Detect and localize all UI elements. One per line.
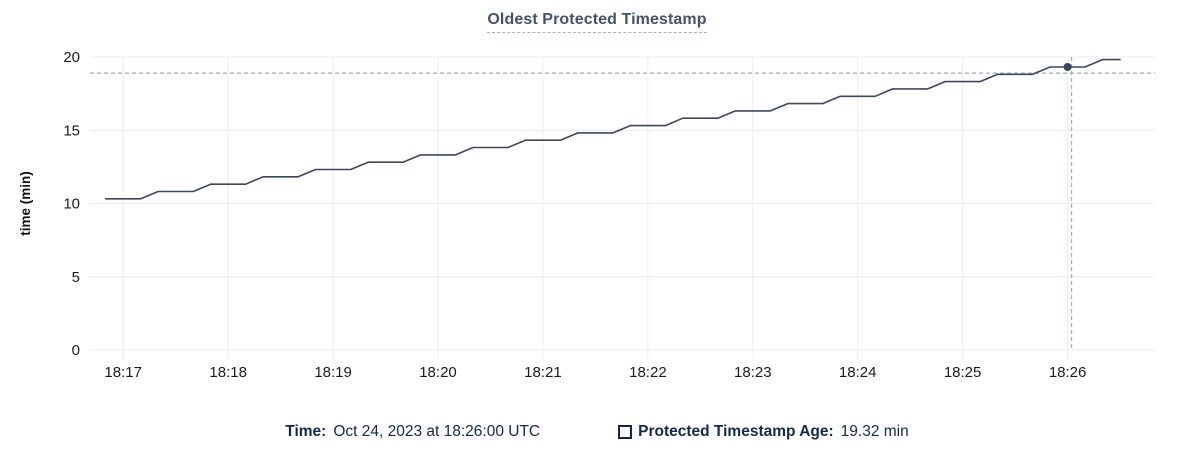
y-tick-label: 0 xyxy=(72,342,80,359)
chart-header: Oldest Protected Timestamp xyxy=(0,11,1194,33)
legend-series-item[interactable]: Protected Timestamp Age: 19.32 min xyxy=(618,423,909,441)
x-tick-label: 18:23 xyxy=(734,364,772,381)
chart-canvas[interactable]: 0 5 10 15 20 18:17 18:18 18:19 18:20 18:21 18:22 18… xyxy=(0,0,1194,400)
legend-time: Time: Oct 24, 2023 at 18:26:00 UTC xyxy=(285,423,540,441)
x-tick-label: 18:17 xyxy=(104,364,142,381)
y-tick-label: 10 xyxy=(63,196,80,213)
legend-time-value: Oct 24, 2023 at 18:26:00 UTC xyxy=(333,423,541,440)
legend-series-label: Protected Timestamp Age: xyxy=(638,423,834,440)
hover-point xyxy=(1063,63,1072,71)
x-tick-label: 18:26 xyxy=(1049,364,1087,381)
y-tick-label: 15 xyxy=(63,122,80,139)
y-axis-label: time (min) xyxy=(18,171,33,236)
x-tick-label: 18:19 xyxy=(314,364,352,381)
x-tick-label: 18:18 xyxy=(209,364,247,381)
y-tick-label: 5 xyxy=(72,269,80,286)
chart-legend: Time: Oct 24, 2023 at 18:26:00 UTC Prote… xyxy=(0,423,1194,441)
chart-title[interactable]: Oldest Protected Timestamp xyxy=(487,11,707,33)
legend-time-label: Time: xyxy=(285,423,327,440)
series-line xyxy=(104,58,1121,200)
series-checkbox-icon[interactable] xyxy=(618,425,633,439)
x-tick-label: 18:20 xyxy=(419,364,457,381)
y-tick-label: 20 xyxy=(63,49,80,66)
x-tick-label: 18:21 xyxy=(524,364,562,381)
legend-series-value: 19.32 min xyxy=(840,423,909,440)
x-tick-label: 18:24 xyxy=(839,364,877,381)
x-tick-label: 18:22 xyxy=(629,364,667,381)
x-tick-label: 18:25 xyxy=(944,364,982,381)
